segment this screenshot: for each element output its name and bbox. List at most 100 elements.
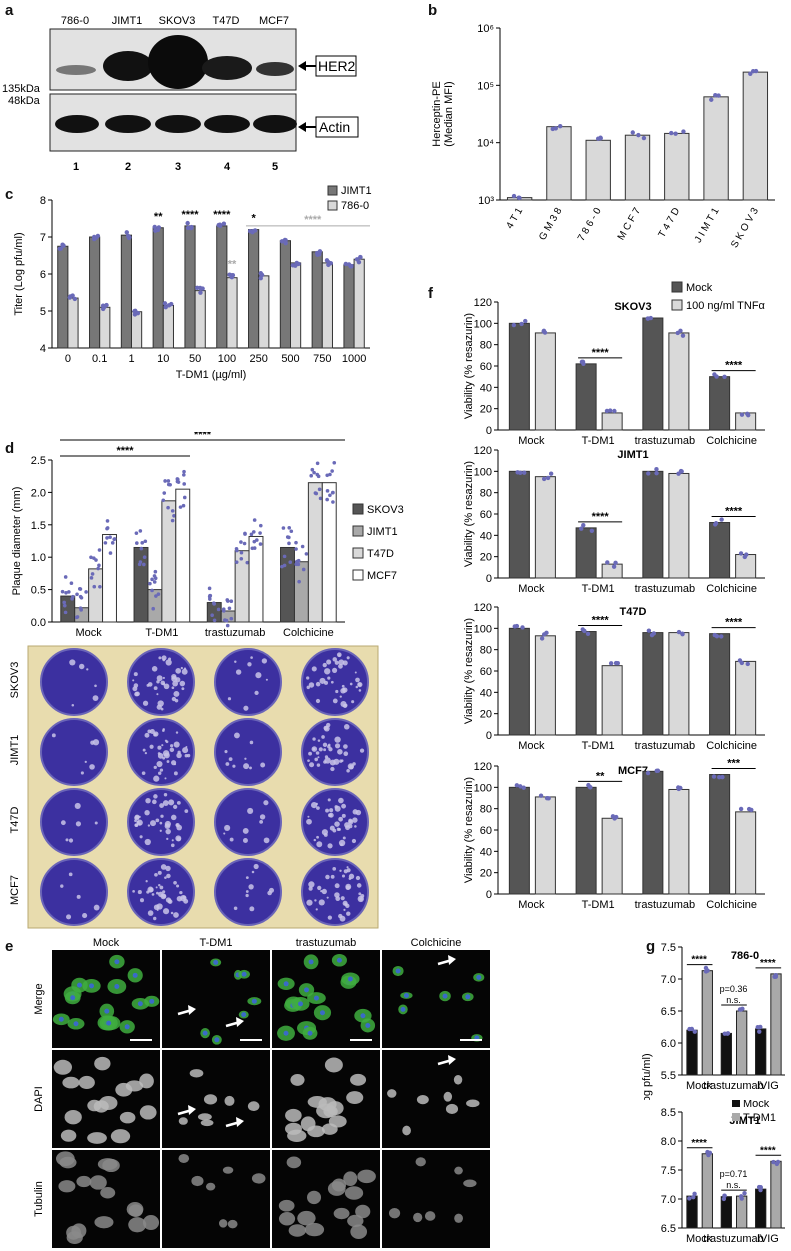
bar-786-0 [131, 311, 143, 349]
legend-swatch [352, 503, 364, 515]
plaque-spot [176, 752, 182, 759]
plaque-spot [157, 745, 162, 750]
data-point [138, 529, 143, 533]
data-point [152, 224, 157, 230]
plaque-spot [315, 681, 321, 687]
data-point [519, 321, 524, 327]
data-point [152, 580, 157, 584]
data-point [153, 569, 158, 574]
data-point [719, 517, 724, 522]
x-tick-label: G M 3 8 [537, 206, 565, 243]
nucleus [132, 972, 138, 978]
plate-well [301, 788, 369, 856]
data-point [225, 623, 230, 628]
plaque-spot [138, 823, 141, 826]
plaque-spot [172, 680, 179, 687]
y-tick-label: 80 [480, 488, 492, 500]
blot-lane-label: JIMT1 [112, 15, 143, 27]
bar-MCF7 [175, 488, 191, 623]
chart-title: 786-0 [731, 950, 759, 962]
plaque-spot [92, 739, 100, 746]
data-point [553, 126, 558, 131]
y-axis-label: Plaque diameter (mm) [11, 487, 23, 596]
data-point [182, 482, 187, 486]
plaque-spot [170, 744, 174, 748]
plaque-spot [328, 812, 334, 818]
significance-label: * [251, 213, 256, 225]
data-point [358, 255, 363, 260]
y-tick-label: 10⁵ [477, 80, 494, 92]
bar-JIMT1 [293, 561, 309, 623]
plaque-spot [223, 832, 226, 835]
data-point [580, 627, 585, 632]
data-point [225, 598, 230, 602]
plaque-spot [338, 654, 341, 657]
y-tick-label: 60 [480, 666, 492, 678]
plaque-spot [316, 841, 323, 848]
panel-label-a: a [5, 2, 14, 19]
plaque-spot [345, 903, 350, 909]
nucleus [241, 1012, 247, 1018]
data-point [223, 618, 227, 622]
plaque-spot [321, 888, 327, 895]
data-point [235, 548, 239, 553]
plaque-spot [327, 915, 333, 920]
plaque-spot [343, 724, 350, 730]
plaque-spot [306, 818, 312, 825]
cell [189, 1069, 204, 1078]
plaque-spot [132, 679, 135, 682]
plaque-spot [312, 737, 316, 741]
plaque-spot [176, 884, 180, 888]
y-tick-label: 80 [480, 645, 492, 657]
x-tick-label: 10 [157, 353, 169, 365]
y-tick-label: 20 [480, 552, 492, 564]
data-point [166, 505, 170, 510]
data-point [511, 193, 517, 199]
plaque-spot [334, 892, 340, 898]
y-tick-label: 120 [474, 445, 492, 457]
y-tick-label: 0.5 [31, 585, 46, 597]
plaque-spot [327, 798, 331, 802]
bar-786-0 [226, 277, 238, 349]
y-tick-label: 10⁴ [477, 138, 494, 150]
x-tick-label: Mock [75, 627, 102, 637]
plaque-spot [165, 659, 172, 666]
y-tick-label: 6.5 [661, 1006, 676, 1018]
x-tick-label: trastuzumab [703, 1080, 764, 1092]
data-point [148, 581, 152, 586]
data-point [654, 768, 659, 774]
data-point [325, 497, 329, 502]
data-point [719, 634, 724, 639]
plaque-spot [314, 899, 317, 902]
data-point [750, 69, 756, 74]
plaque-spot [306, 676, 310, 680]
actin-band [55, 115, 99, 133]
her2-band [148, 35, 208, 89]
plaque-spot [78, 663, 85, 670]
data-point [312, 470, 316, 475]
plaque-spot [318, 899, 325, 906]
her2-band [56, 65, 96, 75]
data-point [62, 600, 67, 605]
data-point [612, 408, 617, 414]
y-axis-label: (Median MFI) [443, 81, 455, 146]
nucleus [137, 1001, 143, 1007]
bar-Mock [575, 631, 597, 736]
y-tick-label: 4 [40, 343, 46, 355]
data-point [64, 590, 68, 595]
plaque-spot [139, 835, 143, 839]
data-point [520, 625, 525, 630]
cell [454, 1166, 463, 1175]
plaque-spot [168, 799, 175, 806]
microscopy-image [382, 1150, 490, 1248]
plaque-spot [358, 689, 362, 692]
data-point [713, 93, 718, 98]
data-point [151, 606, 156, 611]
data-point [162, 301, 168, 306]
legend-swatch [352, 525, 364, 537]
data-point [234, 560, 239, 564]
plaque-spot [144, 751, 148, 755]
nucleus [124, 1024, 130, 1030]
x-tick-label: 1000 [342, 353, 366, 365]
nucleus [400, 1006, 406, 1012]
